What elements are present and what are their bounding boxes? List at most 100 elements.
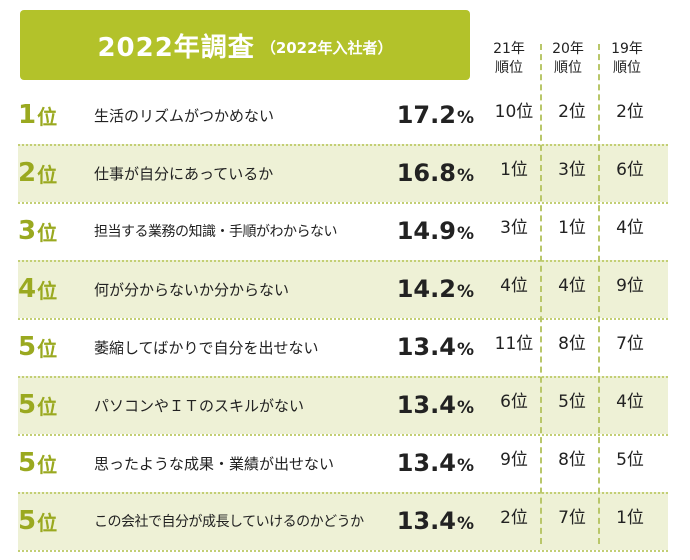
rank-number: 3: [18, 216, 37, 246]
survey-subtitle: （2022年入社者）: [260, 38, 393, 57]
rank-number: 1: [18, 100, 37, 130]
rank-unit: 位: [37, 162, 58, 187]
percentage-number: 16.8: [396, 159, 456, 187]
previous-rank-r19: 5位: [616, 449, 644, 470]
column-divider: [540, 44, 542, 544]
row-divider: [18, 144, 668, 146]
percent-sign: %: [456, 223, 474, 244]
percent-sign: %: [456, 455, 474, 476]
table-row: [18, 144, 668, 202]
rank-unit: 位: [37, 220, 58, 245]
previous-rank-r20: 8位: [558, 333, 586, 354]
previous-rank-r19: 1位: [616, 507, 644, 528]
table-row: [18, 260, 668, 318]
survey-title-banner: 2022年調査 （2022年入社者）: [20, 10, 470, 80]
percentage-value: 16.8%: [390, 144, 474, 202]
percentage-value: 14.9%: [390, 202, 474, 260]
column-divider: [598, 44, 600, 544]
rank-number: 2: [18, 158, 37, 188]
row-divider: [18, 550, 668, 552]
previous-rank-r21: 9位: [500, 449, 528, 470]
percentage-number: 14.2: [396, 275, 456, 303]
previous-rank-r19: 2位: [616, 101, 644, 122]
rank-unit: 位: [37, 278, 58, 303]
row-divider: [18, 492, 668, 494]
rank-number: 5: [18, 332, 37, 362]
percentage-value: 13.4%: [390, 492, 474, 550]
previous-rank-r20: 1位: [558, 217, 586, 238]
table-row: [18, 376, 668, 434]
previous-rank-r19: 9位: [616, 275, 644, 296]
percent-sign: %: [456, 397, 474, 418]
reason-text: 思ったような成果・業績が出せない: [94, 454, 335, 473]
reason-text: 担当する業務の知識・手順がわからない: [94, 224, 338, 240]
percentage-number: 17.2: [396, 101, 456, 129]
reason-text: 何が分からないか分からない: [94, 280, 290, 299]
previous-rank-r19: 4位: [616, 391, 644, 412]
percentage-value: 17.2%: [390, 86, 474, 144]
rank-unit: 位: [37, 394, 58, 419]
previous-rank-r21: 3位: [500, 217, 528, 238]
percentage-number: 14.9: [396, 217, 456, 245]
survey-title: 2022年調査: [97, 32, 255, 63]
reason-text: この会社で自分が成長していけるのかどうか: [94, 514, 364, 530]
rank-unit: 位: [37, 104, 58, 129]
percent-sign: %: [456, 281, 474, 302]
previous-rank-r20: 3位: [558, 159, 586, 180]
previous-rank-r21: 4位: [500, 275, 528, 296]
row-divider: [18, 202, 668, 204]
percentage-value: 13.4%: [390, 434, 474, 492]
table-row: [18, 492, 668, 550]
percentage-value: 13.4%: [390, 318, 474, 376]
rank-number: 4: [18, 274, 37, 304]
row-divider: [18, 260, 668, 262]
previous-rank-r21: 11位: [494, 333, 534, 354]
reason-text: 萎縮してばかりで自分を出せない: [94, 338, 319, 357]
rank-number: 5: [18, 448, 37, 478]
row-divider: [18, 434, 668, 436]
rank-number: 5: [18, 506, 37, 536]
previous-rank-r21: 2位: [500, 507, 528, 528]
percentage-number: 13.4: [396, 391, 456, 419]
rank-unit: 位: [37, 510, 58, 535]
percent-sign: %: [456, 339, 474, 360]
reason-text: パソコンやＩＴのスキルがない: [94, 396, 305, 415]
previous-rank-r21: 6位: [500, 391, 528, 412]
percent-sign: %: [456, 107, 474, 128]
previous-rank-r20: 5位: [558, 391, 586, 412]
column-header-21: 21年 順位: [493, 41, 525, 76]
previous-rank-r19: 7位: [616, 333, 644, 354]
percentage-value: 13.4%: [390, 376, 474, 434]
percent-sign: %: [456, 165, 474, 186]
percentage-value: 14.2%: [390, 260, 474, 318]
previous-rank-r21: 10位: [494, 101, 534, 122]
column-header-20: 20年 順位: [552, 41, 584, 76]
reason-text: 仕事が自分にあっているか: [94, 164, 274, 183]
previous-rank-r19: 6位: [616, 159, 644, 180]
rank-unit: 位: [37, 452, 58, 477]
percent-sign: %: [456, 513, 474, 534]
previous-rank-r21: 1位: [500, 159, 528, 180]
reason-text: 生活のリズムがつかめない: [94, 106, 275, 125]
percentage-number: 13.4: [396, 449, 456, 477]
row-divider: [18, 376, 668, 378]
rank-number: 5: [18, 390, 37, 420]
percentage-number: 13.4: [396, 507, 456, 535]
previous-rank-r19: 4位: [616, 217, 644, 238]
percentage-number: 13.4: [396, 333, 456, 361]
column-header-19: 19年 順位: [611, 41, 643, 76]
previous-rank-r20: 2位: [558, 101, 586, 122]
previous-rank-r20: 4位: [558, 275, 586, 296]
row-divider: [18, 318, 668, 320]
previous-rank-r20: 8位: [558, 449, 586, 470]
rank-unit: 位: [37, 336, 58, 361]
previous-rank-r20: 7位: [558, 507, 586, 528]
